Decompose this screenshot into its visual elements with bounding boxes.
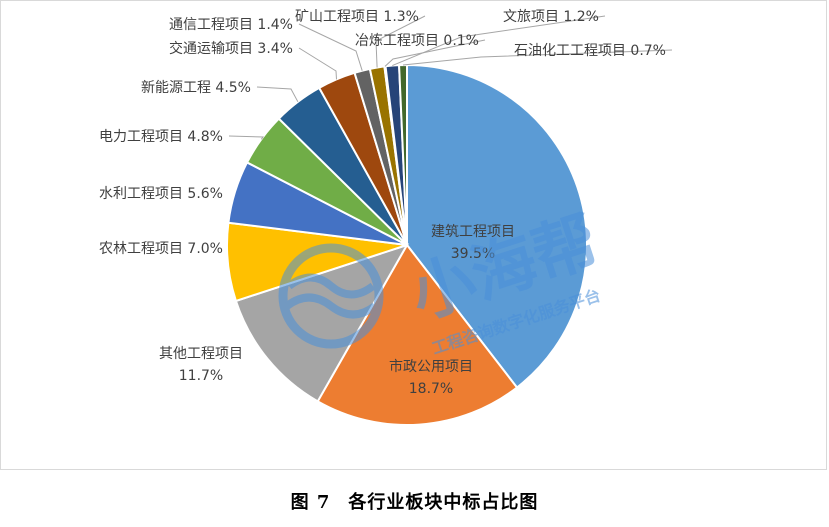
- leader-line-13: [402, 49, 673, 66]
- slice-label-12: 文旅项目 1.2%: [503, 9, 599, 25]
- slice-percent-2: 18.7%: [409, 381, 453, 397]
- slice-label-10: 矿山工程项目 1.3%: [295, 9, 419, 25]
- slice-label-3: 其他工程项目: [159, 346, 243, 362]
- watermark-logo-icon: [278, 243, 384, 349]
- slice-percent-3: 11.7%: [179, 368, 223, 384]
- leader-lines: [228, 15, 673, 140]
- leader-line-8: [298, 47, 337, 80]
- leader-line-11: [384, 39, 486, 67]
- leader-line-7: [256, 86, 299, 103]
- caption-number: 图 7: [290, 492, 331, 513]
- pie-slice-2: [316, 243, 519, 426]
- figure-caption: 图 7 各行业板块中标占比图: [0, 488, 829, 514]
- leader-line-9: [298, 23, 363, 71]
- leader-line-6: [228, 135, 264, 140]
- pie-slice-3: [234, 243, 410, 403]
- slice-label-9: 通信工程项目 1.4%: [169, 17, 293, 33]
- slice-label-1: 建筑工程项目: [431, 224, 515, 240]
- slice-label-4: 农林工程项目 7.0%: [99, 241, 223, 257]
- slice-label-13: 石油化工工程项目 0.7%: [514, 43, 666, 59]
- chart-frame: 建筑工程项目 39.5% 市政公用项目 18.7% 其他工程项目 11.7% 农林工程项目 …: [0, 0, 827, 470]
- slice-labels: 建筑工程项目 39.5% 市政公用项目 18.7% 其他工程项目 11.7% 农林工程项目 …: [99, 9, 666, 397]
- slice-label-11: 冶炼工程项目 0.1%: [355, 33, 479, 49]
- pie-chart: 建筑工程项目 39.5% 市政公用项目 18.7% 其他工程项目 11.7% 农林工程项目 …: [99, 9, 673, 426]
- slice-label-2: 市政公用项目: [389, 358, 473, 375]
- slice-label-5: 水利工程项目 5.6%: [99, 186, 223, 202]
- slice-label-7: 新能源工程 4.5%: [141, 80, 251, 96]
- slice-label-6: 电力工程项目 4.8%: [99, 129, 223, 145]
- leader-line-12: [392, 15, 606, 67]
- leader-line-10: [375, 15, 426, 68]
- caption-text: 各行业板块中标占比图: [348, 492, 539, 513]
- slice-label-8: 交通运输项目 3.4%: [169, 40, 293, 57]
- slice-percent-1: 39.5%: [451, 246, 495, 262]
- pie-slice-1: [406, 63, 588, 389]
